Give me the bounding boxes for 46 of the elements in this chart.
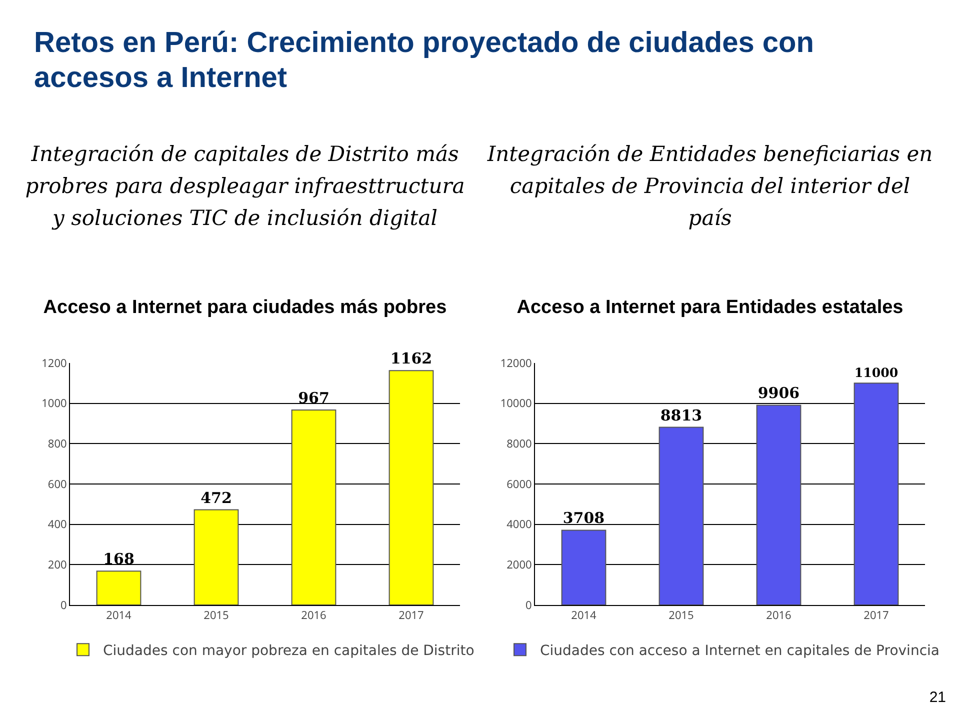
x-tick-label: 2017 bbox=[398, 608, 424, 624]
y-tick-label: 4000 bbox=[506, 517, 532, 532]
y-tick-label: 6000 bbox=[506, 476, 532, 492]
y-tick-label: 600 bbox=[48, 476, 67, 492]
y-tick-label: 10000 bbox=[500, 396, 532, 412]
legend-label: Ciudades con mayor pobreza en capitales de Distrito bbox=[103, 643, 474, 660]
x-tick-label: 2014 bbox=[571, 608, 598, 624]
bar bbox=[561, 530, 606, 605]
bar bbox=[658, 426, 704, 605]
data-label: 1162 bbox=[390, 350, 432, 368]
text: Retos en Perú: Crecimiento proyectado de ciudades con accesos a Internet bbox=[34, 26, 815, 96]
chart-subtitle: Integración de capitales de Distrito más probres para despleagar infraesttructura y soluciones TIC de inclusión digital bbox=[24, 141, 466, 232]
bar bbox=[96, 570, 142, 605]
data-label: 11000 bbox=[854, 364, 898, 380]
x-tick-label: 2014 bbox=[106, 608, 132, 624]
legend-label: Ciudades con acceso a Internet en capitales de Provincia bbox=[540, 643, 940, 660]
bar bbox=[854, 382, 899, 605]
y-tick-label: 1200 bbox=[42, 356, 67, 371]
y-tick-label: 8000 bbox=[506, 436, 532, 452]
chart-title: Acceso a Internet para Entidades estatales bbox=[516, 297, 904, 318]
y-tick-label: 1000 bbox=[42, 396, 67, 412]
x-tick-label: 2016 bbox=[766, 608, 792, 624]
data-label: 9906 bbox=[758, 384, 800, 402]
y-tick-label: 12000 bbox=[500, 356, 532, 371]
y-tick-label: 0 bbox=[60, 598, 67, 613]
x-tick-label: 2017 bbox=[864, 608, 889, 624]
bar bbox=[194, 509, 239, 605]
chart-title: Acceso a Internet para ciudades más pobres bbox=[43, 297, 447, 318]
y-tick-label: 800 bbox=[48, 436, 67, 452]
chart-subtitle: Integración de Entidades beneficiarias en capitales de Provincia del interior del país bbox=[486, 141, 934, 232]
x-tick-label: 2015 bbox=[668, 608, 694, 624]
data-label: 8813 bbox=[660, 406, 702, 424]
data-label: 168 bbox=[103, 550, 134, 568]
x-tick-label: 2016 bbox=[301, 608, 326, 624]
data-label: 3708 bbox=[562, 509, 605, 528]
x-tick-label: 2015 bbox=[204, 608, 229, 624]
bar bbox=[388, 370, 434, 605]
bar bbox=[291, 409, 336, 605]
y-tick-label: 0 bbox=[526, 598, 532, 613]
data-label: 472 bbox=[200, 488, 232, 507]
bar bbox=[756, 404, 802, 605]
data-label: 967 bbox=[298, 388, 330, 407]
text: 21 bbox=[929, 689, 946, 706]
y-tick-label: 400 bbox=[48, 517, 67, 532]
y-tick-label: 200 bbox=[48, 558, 67, 573]
y-tick-label: 2000 bbox=[506, 558, 532, 573]
